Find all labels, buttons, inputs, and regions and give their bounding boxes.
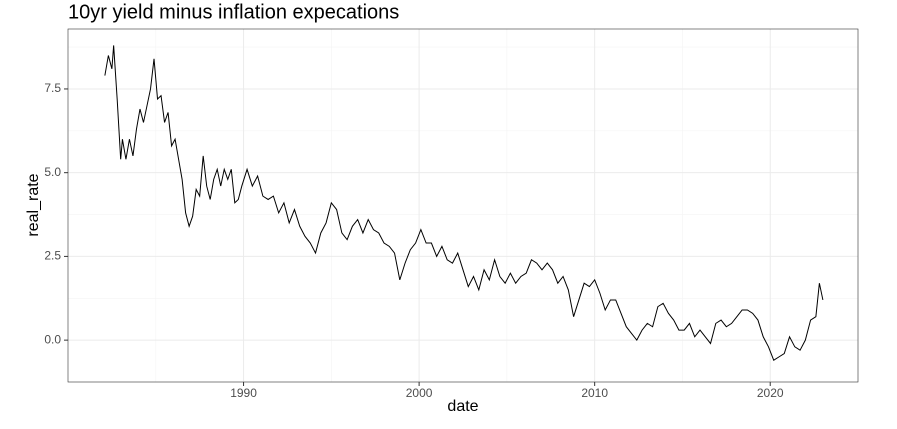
x-tick-label: 2010 (581, 386, 608, 400)
x-axis-title: date (447, 398, 478, 415)
y-tick-label: 2.5 (44, 249, 61, 263)
y-axis-title: real_rate (25, 173, 42, 236)
x-tick-label: 1990 (230, 386, 257, 400)
x-tick-label: 2000 (406, 386, 433, 400)
chart-title: 10yr yield minus inflation expecations (68, 1, 399, 23)
line (104, 45, 824, 361)
x-tick-label: 2020 (757, 386, 784, 400)
y-tick-label: 5.0 (44, 165, 61, 179)
y-tick-label: 0.0 (44, 332, 61, 346)
panel-border (67, 28, 859, 383)
y-tick-label: 7.5 (44, 81, 61, 95)
